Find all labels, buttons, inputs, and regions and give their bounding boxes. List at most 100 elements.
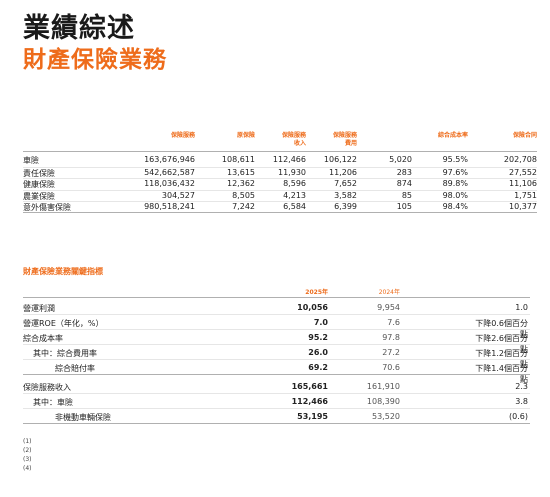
kpi-change: 下降0.6個百分點: [475, 319, 528, 339]
table-cell: 85: [401, 190, 412, 200]
table-cell: 874: [396, 179, 412, 189]
table-cell: 11,930: [278, 167, 306, 177]
kpi-header-current: 2025年: [305, 289, 328, 296]
kpi-label: 非機動車輛保險: [55, 413, 111, 422]
kpi-row: 其中：車險 112,466 108,390 3.8: [23, 394, 530, 409]
kpi-prior: 27.2: [382, 348, 400, 357]
kpi-current: 165,661: [291, 382, 328, 391]
table-cell: 13,615: [227, 167, 255, 177]
table-cell: 6,399: [334, 202, 357, 212]
kpi-header-divider: [23, 297, 530, 298]
table-cell: 105: [396, 202, 412, 212]
footnote-marker: (1): [23, 438, 32, 445]
row-label: 健康保險: [23, 180, 55, 190]
table-cell: 980,518,241: [144, 202, 195, 212]
footnote-marker: (4): [23, 465, 32, 472]
row-label: 責任保險: [23, 168, 55, 178]
table-row: 農業保險 304,527 8,505 4,213 3,582 85 98.0% 1,751: [23, 189, 537, 202]
kpi-label: 保險服務收入: [23, 383, 71, 392]
footnote-marker: (2): [23, 447, 32, 454]
kpi-change: (0.6): [509, 412, 528, 421]
table-cell: 98.4%: [442, 202, 468, 212]
table-cell: 283: [396, 167, 412, 177]
kpi-change: 下降1.4個百分點: [475, 364, 528, 384]
premium-table-header: 保險服務 原保險 保險服務 收入 保險服務 費用 綜合成本率 保險合同: [23, 130, 537, 152]
page-title: 業績綜述: [23, 13, 135, 44]
table-cell: 304,527: [161, 190, 195, 200]
kpi-table-title: 財產保險業務關鍵指標: [23, 267, 103, 276]
table-cell: 108,611: [221, 155, 255, 164]
kpi-change: 2.3: [515, 382, 528, 391]
kpi-row: 非機動車輛保險 53,195 53,520 (0.6): [23, 409, 530, 424]
table-cell: 11,106: [509, 179, 537, 189]
kpi-row: 保險服務收入 165,661 161,910 2.3: [23, 379, 530, 394]
kpi-header-prior: 2024年: [378, 289, 400, 296]
footnote: (3): [23, 455, 530, 464]
kpi-prior: 9,954: [377, 303, 400, 312]
table-row: 責任保險 542,662,587 13,615 11,930 11,206 283 97.6…: [23, 166, 537, 179]
table-cell: 8,596: [283, 179, 306, 189]
row-label: 意外傷害保險: [23, 203, 71, 213]
table-cell: 89.8%: [442, 179, 468, 189]
table-cell: 11,206: [329, 167, 357, 177]
kpi-prior: 108,390: [366, 397, 400, 406]
kpi-label: 營運ROE（年化，%）: [23, 319, 104, 328]
kpi-prior: 161,910: [366, 382, 400, 391]
kpi-current: 26.0: [308, 348, 328, 357]
premium-table: 保險服務 原保險 保險服務 收入 保險服務 費用 綜合成本率 保險合同 車險 163,676,9…: [23, 130, 537, 213]
kpi-table: 營運利潤 10,056 9,954 1.0 營運ROE（年化，%） 7.0 7.6 下降0.6…: [23, 300, 530, 424]
row-label: 車險: [23, 156, 39, 165]
kpi-current: 95.2: [308, 333, 328, 342]
premium-table-col-header: 綜合成本率: [437, 132, 468, 139]
kpi-label: 營運利潤: [23, 304, 55, 313]
kpi-current: 53,195: [297, 412, 328, 421]
table-cell: 542,662,587: [144, 167, 195, 177]
table-cell: 118,036,432: [144, 179, 195, 189]
table-cell: 106,122: [323, 155, 357, 164]
kpi-change: 下降2.6個百分點: [475, 334, 528, 354]
kpi-row: 營運ROE（年化，%） 7.0 7.6 下降0.6個百分點: [23, 315, 530, 339]
table-cell: 1,751: [514, 190, 537, 200]
footnote: (2): [23, 446, 530, 455]
kpi-row: 綜合成本率 95.2 97.8 下降2.6個百分點: [23, 330, 530, 354]
kpi-label: 其中：綜合費用率: [33, 349, 97, 358]
kpi-prior: 70.6: [382, 363, 400, 372]
table-cell: 27,552: [509, 167, 537, 177]
table-row: 健康保險 118,036,432 12,362 8,596 7,652 874 89.8% 1…: [23, 178, 537, 190]
kpi-current: 10,056: [297, 303, 328, 312]
table-cell: 7,652: [334, 179, 357, 189]
table-cell: 8,505: [232, 190, 255, 200]
table-cell: 98.0%: [442, 190, 468, 200]
table-cell: 10,377: [509, 202, 537, 212]
kpi-current: 112,466: [291, 397, 328, 406]
premium-table-col-header: 保險合同: [512, 132, 537, 139]
kpi-change: 1.0: [515, 303, 528, 312]
table-cell: 202,708: [503, 155, 537, 164]
kpi-prior: 7.6: [387, 318, 400, 327]
table-cell: 95.5%: [442, 155, 468, 164]
kpi-change: 下降1.2個百分點: [475, 349, 528, 369]
premium-table-col-header: 原保險: [236, 132, 255, 139]
table-cell: 97.6%: [442, 167, 468, 177]
kpi-row: 營運利潤 10,056 9,954 1.0: [23, 300, 530, 315]
table-cell: 7,242: [232, 202, 255, 212]
kpi-label: 其中：車險: [33, 398, 73, 407]
premium-table-col-header: 保險服務: [170, 132, 195, 139]
kpi-row: 其中：綜合費用率 26.0 27.2 下降1.2個百分點: [23, 345, 530, 369]
table-cell: 4,213: [283, 190, 306, 200]
table-cell: 6,584: [283, 202, 306, 212]
footnote: (1): [23, 437, 530, 446]
kpi-label: 綜合成本率: [23, 334, 63, 343]
kpi-current: 69.2: [308, 363, 328, 372]
footnotes: (1) (2) (3) (4): [23, 437, 530, 473]
table-cell: 5,020: [389, 155, 412, 164]
row-label: 農業保險: [23, 191, 55, 201]
kpi-current: 7.0: [313, 318, 328, 327]
kpi-row: 綜合賠付率 69.2 70.6 下降1.4個百分點: [23, 360, 530, 384]
table-cell: 12,362: [227, 179, 255, 189]
kpi-prior: 53,520: [372, 412, 400, 421]
table-cell: 112,466: [272, 155, 306, 164]
footnote-marker: (3): [23, 456, 32, 463]
table-row: 車險 163,676,946 108,611 112,466 106,122 5,020 9…: [23, 155, 537, 167]
table-cell: 3,582: [334, 190, 357, 200]
